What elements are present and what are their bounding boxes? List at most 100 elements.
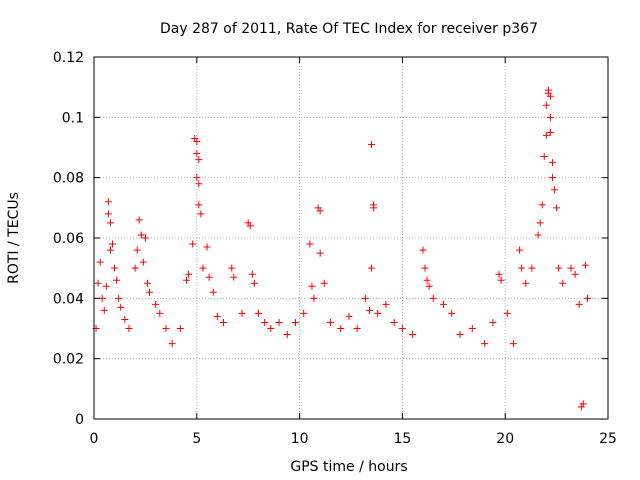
x-tick-label: 15 bbox=[393, 431, 411, 447]
data-point bbox=[113, 276, 121, 284]
data-point bbox=[370, 204, 378, 212]
data-point bbox=[316, 207, 324, 215]
data-point bbox=[139, 258, 147, 266]
data-point bbox=[100, 306, 108, 314]
data-point bbox=[353, 325, 361, 332]
data-point bbox=[261, 318, 269, 326]
data-point bbox=[575, 300, 583, 308]
data-point bbox=[456, 331, 464, 339]
plot-frame bbox=[93, 56, 609, 420]
x-tick-label: 0 bbox=[90, 431, 99, 447]
data-point bbox=[102, 282, 110, 290]
y-tick-label: 0 bbox=[75, 412, 84, 428]
data-points bbox=[92, 86, 591, 411]
data-point bbox=[544, 86, 552, 94]
data-point bbox=[96, 258, 104, 266]
data-point bbox=[156, 309, 164, 317]
axis-ticks: 0 5 10 15 20 25 0 0.02 0.04 0.06 0.08 0.1 0.12 bbox=[53, 50, 617, 447]
data-point bbox=[509, 340, 517, 348]
data-point bbox=[503, 309, 511, 317]
data-point bbox=[374, 309, 382, 317]
data-point bbox=[398, 325, 406, 332]
data-point bbox=[382, 300, 390, 308]
data-point bbox=[553, 204, 561, 212]
data-point bbox=[106, 246, 114, 254]
data-point bbox=[548, 174, 556, 182]
data-point bbox=[489, 318, 497, 326]
data-point bbox=[468, 325, 476, 332]
data-point bbox=[581, 261, 589, 269]
data-point bbox=[555, 264, 563, 272]
data-point bbox=[104, 210, 112, 218]
data-point bbox=[267, 325, 275, 332]
data-point bbox=[548, 159, 556, 167]
y-axis-label: ROTI / TECUs bbox=[6, 192, 22, 284]
data-point bbox=[109, 240, 117, 248]
data-point bbox=[121, 315, 129, 323]
data-point bbox=[117, 303, 125, 311]
data-point bbox=[583, 294, 591, 302]
data-point bbox=[135, 216, 143, 224]
data-point bbox=[104, 198, 112, 206]
data-point bbox=[546, 113, 554, 121]
data-point bbox=[308, 282, 316, 290]
data-point bbox=[220, 318, 228, 326]
data-point bbox=[337, 325, 345, 332]
x-tick-label: 25 bbox=[599, 431, 617, 447]
data-point bbox=[361, 294, 369, 302]
data-point bbox=[495, 270, 503, 278]
data-point bbox=[440, 300, 448, 308]
data-point bbox=[213, 312, 221, 320]
data-point bbox=[205, 273, 213, 281]
data-point bbox=[131, 264, 139, 272]
data-point bbox=[111, 264, 119, 272]
data-point bbox=[195, 156, 203, 164]
data-point bbox=[528, 264, 536, 272]
data-point bbox=[189, 240, 197, 248]
y-tick-label: 0.1 bbox=[62, 110, 84, 126]
data-point bbox=[409, 331, 417, 339]
data-point bbox=[300, 309, 308, 317]
data-point bbox=[522, 279, 530, 287]
data-point bbox=[345, 312, 353, 320]
data-point bbox=[193, 174, 201, 182]
data-point bbox=[193, 150, 201, 158]
data-point bbox=[481, 340, 489, 348]
data-point bbox=[146, 288, 154, 296]
data-point bbox=[162, 325, 170, 332]
x-tick-label: 5 bbox=[192, 431, 201, 447]
y-tick-label: 0.12 bbox=[53, 50, 84, 66]
data-point bbox=[316, 249, 324, 257]
data-point bbox=[540, 153, 548, 161]
y-tick-label: 0.04 bbox=[53, 291, 84, 307]
data-point bbox=[425, 282, 433, 290]
data-point bbox=[275, 318, 283, 326]
data-point bbox=[366, 306, 374, 314]
data-point bbox=[238, 309, 246, 317]
data-point bbox=[559, 279, 567, 287]
data-point bbox=[283, 331, 291, 339]
data-point bbox=[536, 219, 544, 227]
y-tick-label: 0.06 bbox=[53, 231, 84, 247]
data-point bbox=[143, 279, 151, 287]
data-point bbox=[516, 246, 524, 254]
data-point bbox=[115, 294, 123, 302]
data-point bbox=[152, 300, 160, 308]
data-point bbox=[254, 309, 262, 317]
data-point bbox=[419, 246, 427, 254]
data-point bbox=[183, 276, 191, 284]
data-point bbox=[246, 222, 254, 230]
data-point bbox=[368, 140, 376, 148]
data-point bbox=[421, 264, 429, 272]
data-point bbox=[571, 270, 579, 278]
y-tick-label: 0.08 bbox=[53, 171, 84, 187]
data-point bbox=[538, 201, 546, 209]
data-point bbox=[209, 288, 217, 296]
data-point bbox=[579, 400, 587, 408]
data-point bbox=[534, 231, 542, 239]
data-point bbox=[228, 264, 236, 272]
data-point bbox=[546, 128, 554, 136]
data-point bbox=[320, 279, 328, 287]
grid-lines bbox=[94, 57, 608, 419]
data-point bbox=[195, 201, 203, 209]
